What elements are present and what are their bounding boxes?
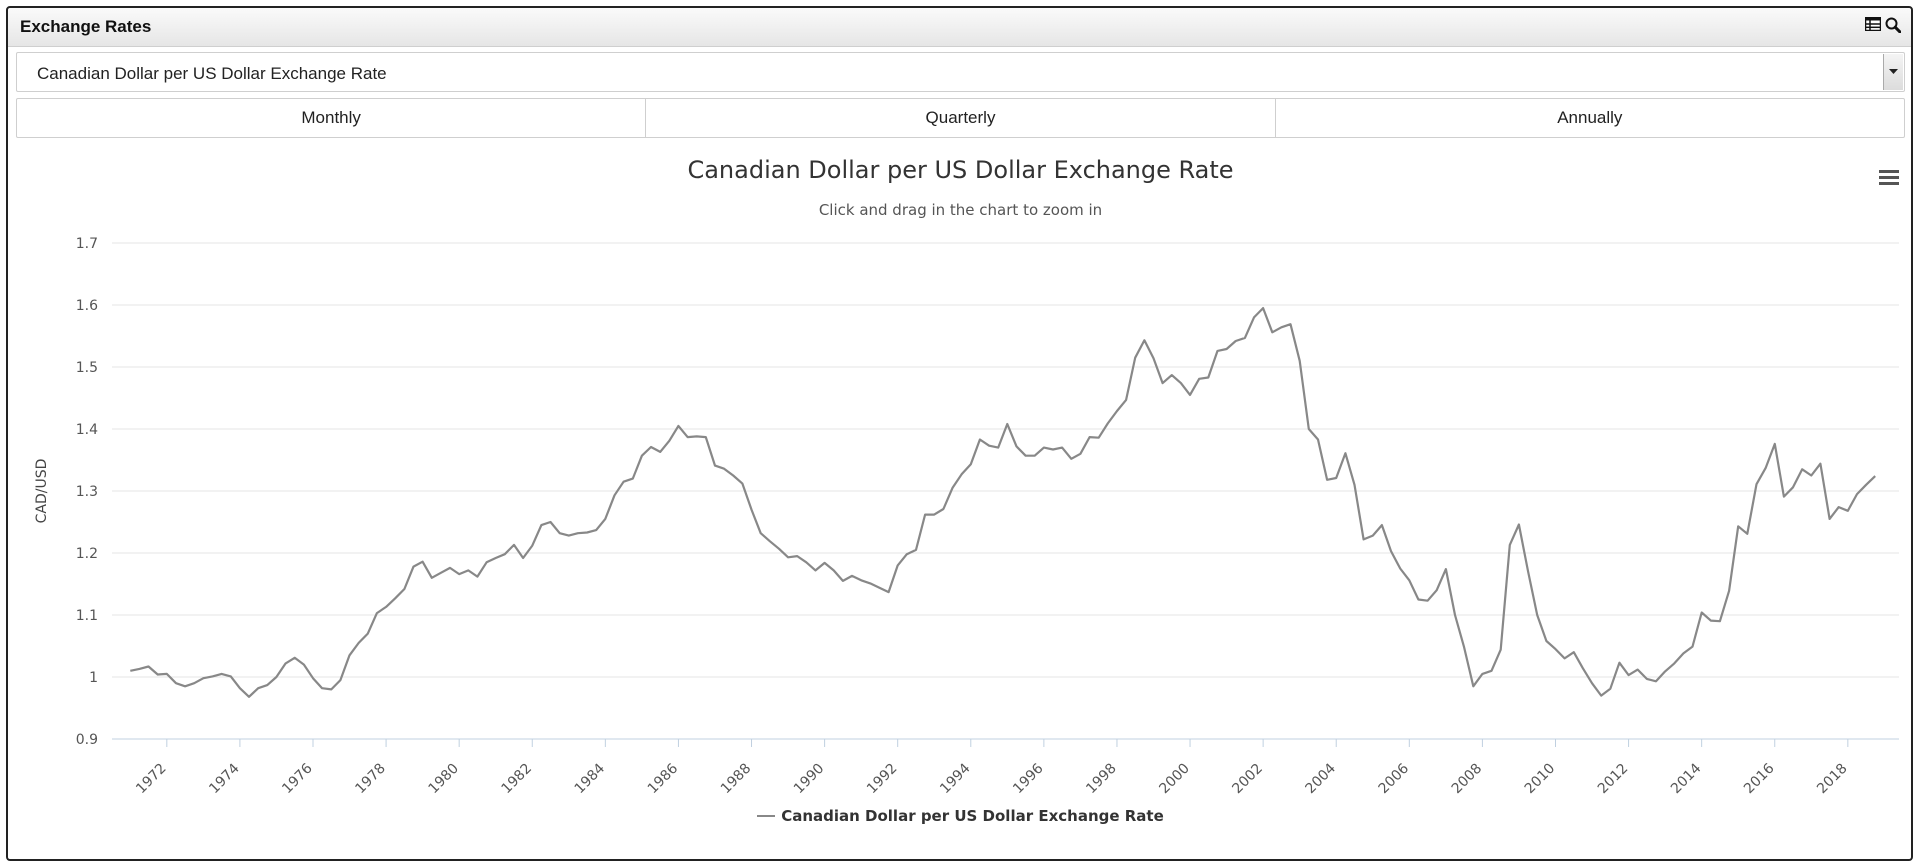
legend-label: Canadian Dollar per US Dollar Exchange R…	[781, 807, 1164, 825]
chart-legend[interactable]: Canadian Dollar per US Dollar Exchange R…	[16, 804, 1905, 825]
x-tick-label: 1996	[1010, 760, 1047, 797]
series-select-value: Canadian Dollar per US Dollar Exchange R…	[37, 64, 387, 83]
x-tick-label: 2000	[1156, 761, 1193, 798]
y-tick-label: 1.6	[76, 298, 98, 314]
x-tick-label: 2004	[1303, 760, 1340, 797]
x-tick-label: 1992	[864, 761, 901, 798]
x-tick-label: 1994	[937, 760, 974, 797]
x-tick-label: 2008	[1449, 761, 1486, 798]
y-tick-label: 1	[89, 670, 98, 686]
x-tick-label: 1982	[499, 761, 536, 798]
y-axis-label: CAD/USD	[34, 459, 50, 524]
y-tick-label: 1.2	[76, 546, 98, 562]
panel-header: Exchange Rates	[8, 8, 1911, 47]
chart-subtitle: Click and drag in the chart to zoom in	[818, 201, 1103, 219]
frequency-tabs: Monthly Quarterly Annually	[16, 98, 1905, 138]
x-tick-label: 1984	[572, 760, 609, 797]
x-tick-label: 1974	[206, 760, 243, 797]
panel-title: Exchange Rates	[20, 17, 152, 36]
x-tick-label: 2002	[1229, 761, 1266, 798]
chart-area[interactable]: 0.9 1 1.1 1.2 1.3 1.4 1.5 1.6 1.7 1972 1974 1976 197…	[16, 146, 1905, 859]
x-tick-label: 1980	[425, 761, 462, 798]
y-tick-label: 1.4	[76, 422, 98, 438]
y-tick-label: 0.9	[76, 732, 98, 748]
chart-title: Canadian Dollar per US Dollar Exchange R…	[687, 156, 1234, 184]
exchange-rates-panel: Exchange Rates Canadian Dollar per US	[6, 6, 1913, 861]
series-select[interactable]: Canadian Dollar per US Dollar Exchange R…	[16, 52, 1905, 92]
tab-monthly[interactable]: Monthly	[16, 98, 647, 138]
x-tick-label: 1976	[279, 760, 316, 797]
x-tick-label: 1986	[645, 760, 682, 797]
series-line-0[interactable]	[130, 307, 1876, 698]
x-tick-label: 2012	[1595, 761, 1632, 798]
x-tick-label: 2018	[1814, 761, 1851, 798]
y-tick-label: 1.7	[76, 236, 98, 252]
y-tick-label: 1.1	[76, 608, 98, 624]
y-tick-label: 1.5	[76, 360, 98, 376]
line-chart[interactable]: 0.9 1 1.1 1.2 1.3 1.4 1.5 1.6 1.7 1972 1974 1976 197…	[16, 146, 1905, 859]
x-tick-label: 2010	[1522, 761, 1559, 798]
x-tick-label: 1988	[718, 761, 755, 798]
zoom-icon[interactable]	[1885, 17, 1901, 33]
y-tick-label: 1.3	[76, 484, 98, 500]
legend-swatch	[757, 815, 776, 817]
header-icons	[1865, 17, 1901, 33]
table-icon[interactable]	[1865, 17, 1881, 33]
x-tick-label: 1978	[352, 761, 389, 798]
x-tick-label: 1990	[791, 761, 828, 798]
tab-quarterly[interactable]: Quarterly	[645, 98, 1276, 138]
select-arrow-button[interactable]	[1883, 54, 1903, 90]
x-tick-label: 1998	[1083, 761, 1120, 798]
tab-annually[interactable]: Annually	[1274, 98, 1905, 138]
x-tick-label: 2016	[1741, 760, 1778, 797]
chevron-down-icon	[1889, 69, 1898, 74]
x-tick-label: 1972	[133, 761, 170, 798]
hamburger-menu-icon[interactable]	[1877, 168, 1901, 188]
x-tick-label: 2006	[1376, 760, 1413, 797]
x-tick-label: 2014	[1668, 760, 1705, 797]
